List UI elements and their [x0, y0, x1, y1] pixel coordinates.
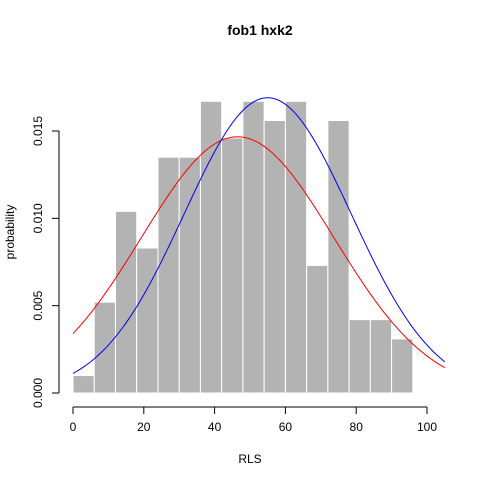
- histogram-bar: [307, 265, 328, 393]
- x-tick-label: 100: [417, 420, 437, 434]
- y-tick-label: 0.005: [31, 290, 45, 320]
- x-axis: 0 20 40 60 80 100: [70, 407, 438, 434]
- histogram-bar: [158, 157, 179, 393]
- histogram-bar: [349, 320, 370, 393]
- histogram-bar: [222, 138, 243, 393]
- bars-group: [73, 101, 413, 393]
- y-axis-label: probability: [3, 205, 17, 260]
- x-tick-label: 0: [70, 420, 77, 434]
- x-tick-label: 20: [137, 420, 151, 434]
- histogram-bar: [243, 101, 264, 393]
- histogram-bar: [179, 157, 200, 393]
- x-tick-label: 80: [350, 420, 364, 434]
- histogram-bar: [137, 248, 158, 393]
- y-tick-label: 0.000: [31, 378, 45, 408]
- histogram-bar: [115, 211, 136, 393]
- histogram-bar: [285, 101, 306, 393]
- y-axis: 0.000 0.005 0.010 0.015: [31, 116, 59, 408]
- x-tick-label: 40: [208, 420, 222, 434]
- histogram-bar: [392, 339, 413, 393]
- histogram-bar: [73, 376, 94, 393]
- y-tick-label: 0.010: [31, 203, 45, 233]
- histogram-bar: [264, 121, 285, 393]
- chart-title: fob1 hxk2: [227, 22, 293, 38]
- y-tick-label: 0.015: [31, 116, 45, 146]
- x-tick-label: 60: [279, 420, 293, 434]
- x-axis-label: RLS: [238, 452, 261, 466]
- histogram-bar: [94, 302, 115, 393]
- histogram-bar: [370, 320, 391, 393]
